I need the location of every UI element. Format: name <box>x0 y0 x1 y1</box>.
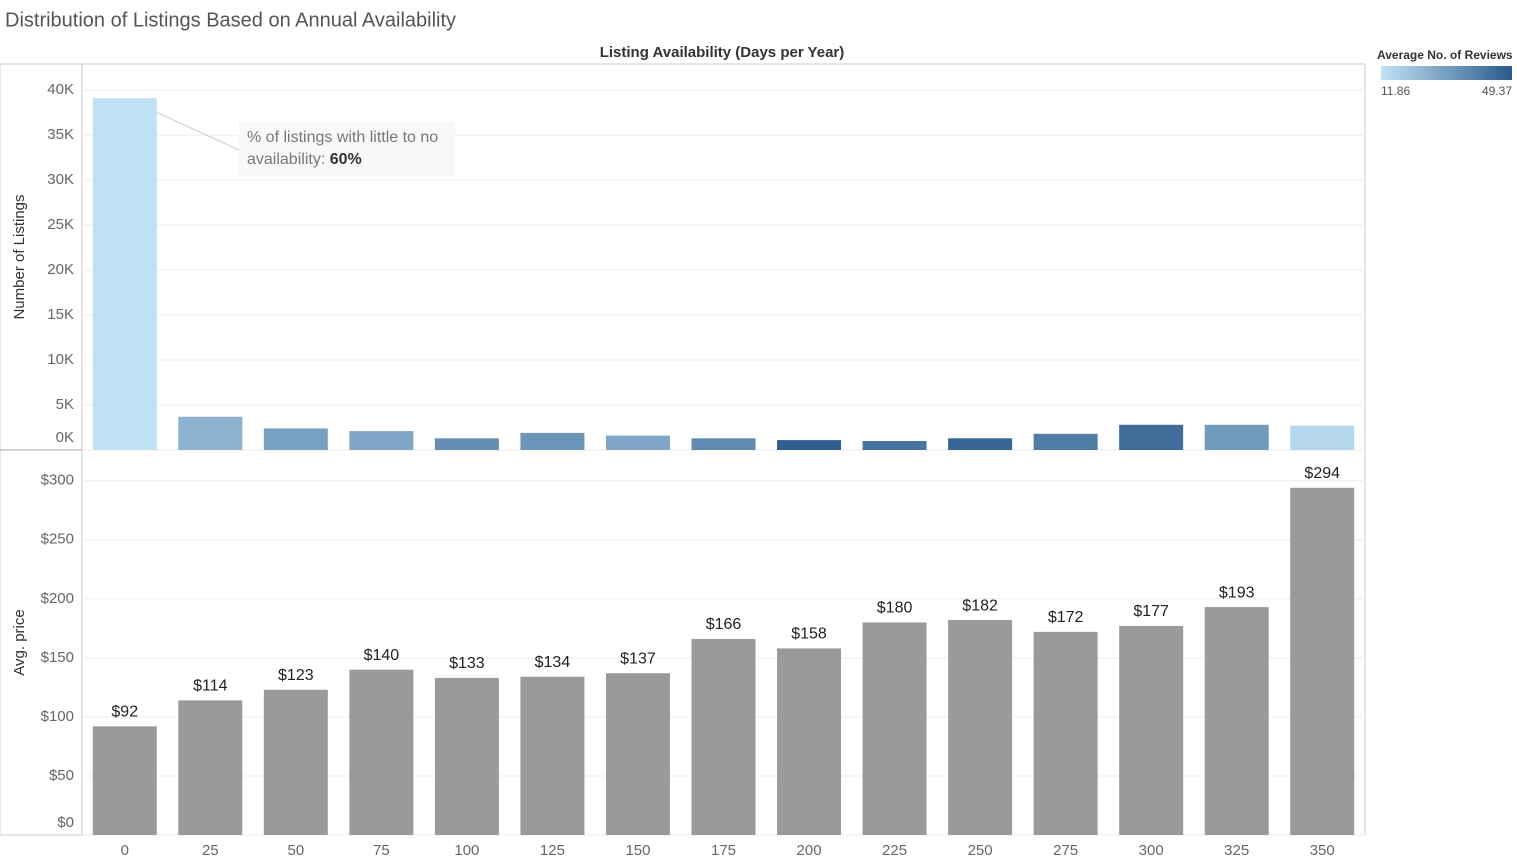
data-label: $134 <box>535 654 571 671</box>
bar <box>1033 631 1098 835</box>
bar <box>178 416 243 450</box>
y-axis-title: Avg. price <box>11 609 28 675</box>
x-tick-label: 125 <box>540 842 565 859</box>
data-label: $92 <box>111 704 138 721</box>
legend-min: 11.86 <box>1381 84 1410 98</box>
data-label: $158 <box>791 626 827 643</box>
bar <box>1033 433 1098 450</box>
y-tick-label: $300 <box>41 472 74 489</box>
x-tick-label: 200 <box>797 842 822 859</box>
bar <box>263 428 328 450</box>
y-tick-label: $0 <box>57 814 74 831</box>
y-tick-label: 0K <box>56 429 74 446</box>
data-label: $294 <box>1304 465 1340 482</box>
y-tick-label: 30K <box>47 171 74 188</box>
bar <box>1204 424 1269 450</box>
x-tick-label: 350 <box>1310 842 1335 859</box>
annotation: % of listings with little to no availabi… <box>239 122 455 176</box>
bar <box>862 622 927 835</box>
bar <box>349 669 414 835</box>
bar <box>777 648 842 835</box>
y-tick-label: 35K <box>47 126 74 143</box>
x-tick-label: 75 <box>373 842 390 859</box>
data-label: $114 <box>193 678 228 695</box>
data-label: $123 <box>278 667 314 684</box>
y-tick-label: 15K <box>47 306 74 323</box>
y-tick-label: 10K <box>47 351 74 368</box>
data-label: $133 <box>449 655 485 672</box>
x-tick-label: 250 <box>968 842 993 859</box>
data-label: $172 <box>1048 609 1084 626</box>
bar <box>520 432 585 450</box>
legend-title: Average No. of Reviews <box>1377 48 1513 62</box>
x-tick-label: 0 <box>121 842 129 859</box>
y-tick-label: $150 <box>41 649 74 666</box>
y-tick-label: $50 <box>49 767 74 784</box>
legend-max: 49.37 <box>1482 84 1512 98</box>
y-tick-label: 25K <box>47 216 74 233</box>
bar <box>520 676 585 835</box>
y-tick-label: 40K <box>47 81 74 98</box>
bar <box>605 673 670 835</box>
data-label: $140 <box>364 647 400 664</box>
y-tick-label: $200 <box>41 590 74 607</box>
bar <box>434 677 499 835</box>
x-axis-title: Listing Availability (Days per Year) <box>600 44 845 61</box>
bar <box>1119 625 1184 835</box>
data-label: $193 <box>1219 584 1255 601</box>
x-tick-label: 225 <box>882 842 907 859</box>
x-tick-label: 150 <box>625 842 650 859</box>
annotation-text: % of listings with little to no availabi… <box>247 129 439 168</box>
legend-gradient <box>1381 66 1512 80</box>
data-label: $180 <box>877 600 913 617</box>
annotation-value: 60% <box>329 151 362 168</box>
bar <box>1290 425 1355 450</box>
bar <box>1204 607 1269 835</box>
bar <box>691 638 756 835</box>
x-tick-label: 100 <box>454 842 479 859</box>
bar <box>92 98 157 451</box>
bar <box>349 431 414 450</box>
x-tick-label: 25 <box>202 842 219 859</box>
bar <box>777 440 842 450</box>
data-label: $177 <box>1133 603 1169 620</box>
dashboard-title: Distribution of Listings Based on Annual… <box>5 9 456 31</box>
x-tick-label: 275 <box>1053 842 1078 859</box>
bar <box>605 435 670 450</box>
y-tick-label: $100 <box>41 708 74 725</box>
data-label: $182 <box>962 597 998 614</box>
bar <box>263 689 328 835</box>
y-tick-label: 5K <box>56 396 74 413</box>
bar <box>178 700 243 835</box>
x-tick-label: 325 <box>1224 842 1249 859</box>
bar <box>948 438 1013 450</box>
bar <box>691 438 756 450</box>
data-label: $137 <box>620 650 656 667</box>
data-label: $166 <box>706 616 742 633</box>
y-axis-title: Number of Listings <box>11 194 28 319</box>
y-tick-label: 20K <box>47 261 74 278</box>
bar <box>1119 424 1184 450</box>
bar <box>92 726 157 835</box>
bar <box>862 441 927 450</box>
x-tick-label: 175 <box>711 842 736 859</box>
bar <box>948 620 1013 835</box>
y-tick-label: $250 <box>41 531 74 548</box>
x-tick-label: 50 <box>287 842 304 859</box>
bar <box>1290 487 1355 835</box>
bar <box>434 438 499 450</box>
annotation-leader <box>155 111 240 151</box>
x-tick-label: 300 <box>1139 842 1164 859</box>
